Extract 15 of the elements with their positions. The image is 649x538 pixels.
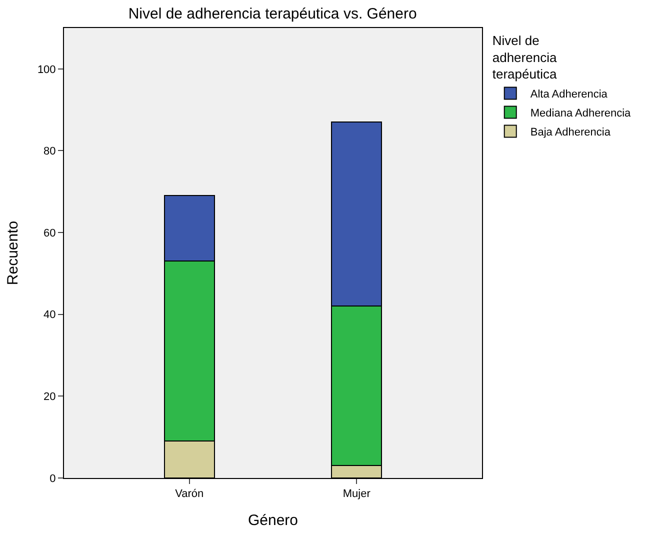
x-axis-title: Género (248, 512, 298, 530)
x-tick-label: Varón (175, 488, 204, 500)
y-tick-label: 20 (44, 391, 56, 404)
y-tick-label: 80 (44, 146, 56, 158)
chart-title: Nivel de adherencia terapéutica vs. Género (128, 6, 417, 23)
y-tick-label: 100 (37, 64, 56, 76)
legend-title: Nivel de adherencia terapéutica (492, 32, 558, 82)
legend-label: Alta Adherencia (530, 88, 608, 100)
x-tick-label: Mujer (342, 488, 371, 500)
y-axis-title: Recuento (4, 220, 22, 286)
y-tick-label: 40 (44, 309, 56, 322)
y-tick-label: 60 (44, 227, 56, 240)
y-tick-label: 0 (50, 472, 56, 485)
legend-label: Mediana Adherencia (530, 107, 632, 120)
legend-label: Baja Adherencia (530, 126, 612, 138)
